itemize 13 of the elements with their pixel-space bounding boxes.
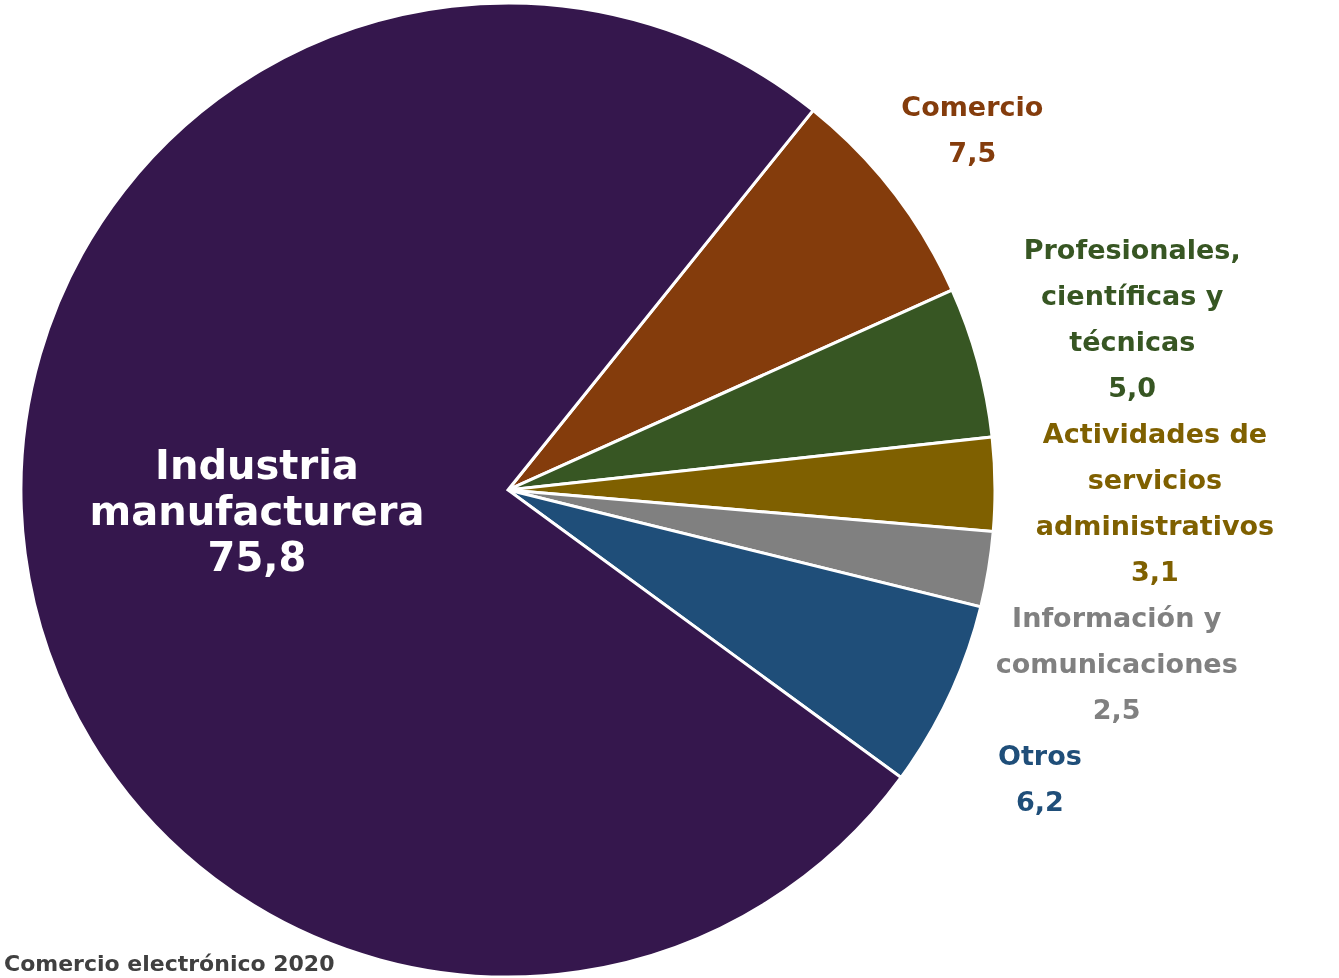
slice-label: Otros	[997, 739, 1082, 771]
slice-label: Información y comunicaciones	[995, 601, 1238, 679]
text: Comercio electrónico 2020	[4, 951, 335, 976]
data-label: 5,0	[1108, 371, 1157, 403]
slice-label: Comercio	[901, 90, 1044, 122]
slice-label: Profesionales, científicas y técnicas	[1023, 233, 1241, 357]
data-label: 2,5	[1092, 693, 1141, 725]
data-label: 3,1	[1131, 555, 1179, 587]
slice-label: Actividades de servicios administrativos	[1035, 417, 1275, 541]
slice-label: Industria manufacturera	[89, 442, 425, 535]
data-label: 6,2	[1015, 785, 1064, 817]
data-label: 75,8	[207, 534, 307, 581]
data-label: 7,5	[948, 136, 997, 168]
